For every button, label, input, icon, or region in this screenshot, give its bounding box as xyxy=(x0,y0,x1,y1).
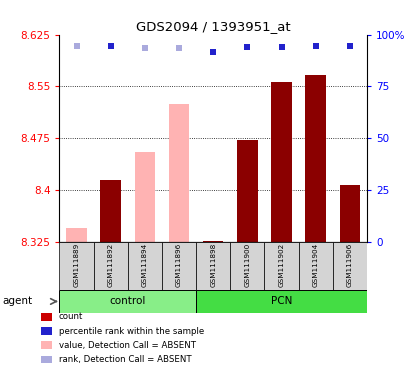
Bar xyxy=(196,242,230,290)
Bar xyxy=(93,242,128,290)
Bar xyxy=(230,242,264,290)
Point xyxy=(278,44,284,50)
Bar xyxy=(162,242,196,290)
Text: GSM111904: GSM111904 xyxy=(312,243,318,287)
Point xyxy=(73,43,80,50)
Point xyxy=(175,45,182,51)
Point xyxy=(209,49,216,55)
Bar xyxy=(298,242,332,290)
Bar xyxy=(66,228,87,242)
Text: control: control xyxy=(109,296,146,306)
Text: agent: agent xyxy=(2,296,32,306)
Bar xyxy=(134,152,155,242)
Bar xyxy=(305,74,325,242)
Bar xyxy=(271,81,291,242)
Point xyxy=(312,43,318,50)
Text: GSM111898: GSM111898 xyxy=(210,243,216,287)
Point xyxy=(141,45,148,51)
Text: GSM111892: GSM111892 xyxy=(108,243,113,287)
Bar xyxy=(59,290,196,313)
Text: GSM111906: GSM111906 xyxy=(346,243,352,287)
Text: value, Detection Call = ABSENT: value, Detection Call = ABSENT xyxy=(58,341,195,350)
Text: GSM111889: GSM111889 xyxy=(73,243,79,287)
Bar xyxy=(236,140,257,242)
Text: GSM111900: GSM111900 xyxy=(244,243,250,287)
Point xyxy=(107,43,114,50)
Bar xyxy=(196,290,366,313)
Bar xyxy=(100,180,121,242)
Bar xyxy=(202,240,223,242)
Text: PCN: PCN xyxy=(270,296,292,306)
Point xyxy=(243,44,250,50)
Text: percentile rank within the sample: percentile rank within the sample xyxy=(58,326,203,336)
Text: count: count xyxy=(58,312,83,321)
Text: GSM111896: GSM111896 xyxy=(175,243,182,287)
Text: GSM111902: GSM111902 xyxy=(278,243,284,287)
Bar xyxy=(169,104,189,242)
Title: GDS2094 / 1393951_at: GDS2094 / 1393951_at xyxy=(135,20,290,33)
Text: GSM111894: GSM111894 xyxy=(142,243,148,287)
Bar xyxy=(264,242,298,290)
Text: rank, Detection Call = ABSENT: rank, Detection Call = ABSENT xyxy=(58,355,191,364)
Bar xyxy=(332,242,366,290)
Bar xyxy=(59,242,93,290)
Point xyxy=(346,43,352,50)
Bar xyxy=(128,242,162,290)
Bar xyxy=(339,185,359,242)
